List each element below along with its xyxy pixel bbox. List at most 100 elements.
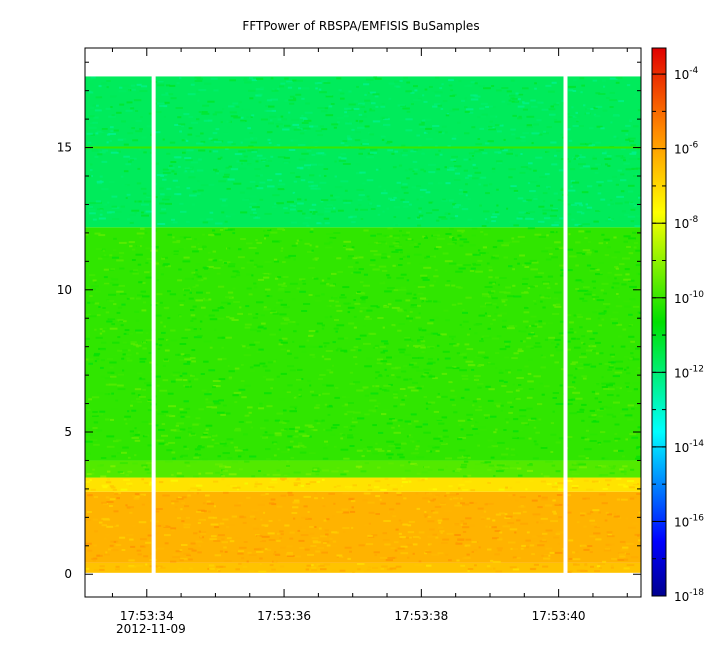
colorbar-tick-exponent: -16 [689,513,704,523]
spectral-texture [214,328,217,331]
spectral-texture [381,413,387,416]
spectral-texture [93,443,100,446]
spectral-texture [435,130,443,132]
spectral-texture [183,236,192,239]
spectral-texture [198,408,204,411]
spectral-texture [381,256,388,259]
spectral-texture [618,516,622,519]
spectral-texture [621,283,627,286]
spectral-texture [353,299,356,301]
spectral-texture [306,224,310,227]
spectral-texture [212,113,217,116]
spectral-texture [573,402,578,405]
spectral-texture [451,337,454,340]
spectral-texture [220,156,223,159]
spectral-texture [237,312,243,315]
spectral-texture [170,500,179,503]
spectral-texture [222,199,226,202]
spectral-texture [529,259,537,262]
spectral-texture [591,296,600,298]
spectral-texture [633,175,638,177]
spectral-texture [591,350,596,352]
spectral-texture [607,483,610,486]
spectral-texture [552,357,555,360]
spectral-texture [302,435,310,437]
spectral-texture [303,118,308,121]
spectral-texture [578,154,582,157]
spectral-texture [436,168,441,171]
spectral-texture [264,431,268,434]
spectral-texture [295,479,301,481]
spectral-texture [312,470,320,473]
spectral-texture [398,348,406,351]
spectral-texture [132,272,139,275]
spectral-texture [398,424,401,427]
spectral-texture [123,143,129,146]
spectral-texture [399,388,406,390]
spectral-texture [100,475,107,478]
spectral-texture [227,126,230,129]
spectral-texture [403,396,410,399]
spectral-texture [220,118,223,121]
spectral-texture [490,193,493,196]
spectral-texture [109,254,113,257]
spectral-texture [591,390,595,393]
spectral-texture [545,547,553,550]
spectral-texture [136,360,142,363]
spectral-texture [101,480,105,483]
spectral-texture [256,350,262,353]
spectral-texture [530,417,537,420]
spectral-texture [542,281,550,283]
spectral-texture [227,214,231,217]
spectral-texture [101,160,108,163]
spectral-texture [452,367,460,370]
spectral-texture [529,463,533,465]
spectral-texture [357,568,361,571]
spectral-texture [620,412,628,415]
spectral-texture [116,439,122,442]
spectral-texture [601,457,606,460]
spectral-texture [502,465,510,468]
spectral-texture [510,82,518,84]
spectral-texture [497,441,505,444]
spectral-texture [459,244,464,247]
spectral-texture [91,301,95,304]
spectral-texture [486,568,493,571]
spectral-texture [213,233,221,236]
spectral-texture [622,455,625,458]
spectral-texture [540,446,548,449]
spectral-texture [312,541,321,544]
colorbar-tick-label: 10-12 [674,364,704,380]
spectral-texture [534,542,540,545]
spectral-texture [417,239,422,242]
spectral-texture [289,531,295,534]
spectral-texture [106,445,115,448]
spectral-texture [195,453,198,456]
spectral-texture [296,477,300,480]
spectral-texture [315,294,321,297]
spectral-texture [507,327,515,330]
spectral-texture [168,167,175,169]
spectral-texture [436,396,441,399]
spectral-texture [517,197,524,200]
spectral-texture [503,291,511,294]
spectral-texture [590,433,598,436]
spectral-texture [135,319,140,322]
spectral-texture [302,127,311,130]
spectral-texture [181,454,188,457]
spectral-texture [573,462,577,465]
spectral-texture [230,168,238,171]
spectral-texture [298,444,304,447]
spectral-texture [385,559,393,562]
spectral-texture [330,103,335,105]
spectral-texture [395,299,402,302]
spectral-texture [597,317,601,320]
spectral-texture [614,273,623,276]
spectral-texture [629,285,637,288]
spectral-texture [178,268,182,271]
spectral-texture [409,536,412,539]
spectral-texture [583,548,590,551]
spectral-texture [288,99,297,102]
spectral-texture [298,539,305,542]
spectral-texture [183,400,189,403]
